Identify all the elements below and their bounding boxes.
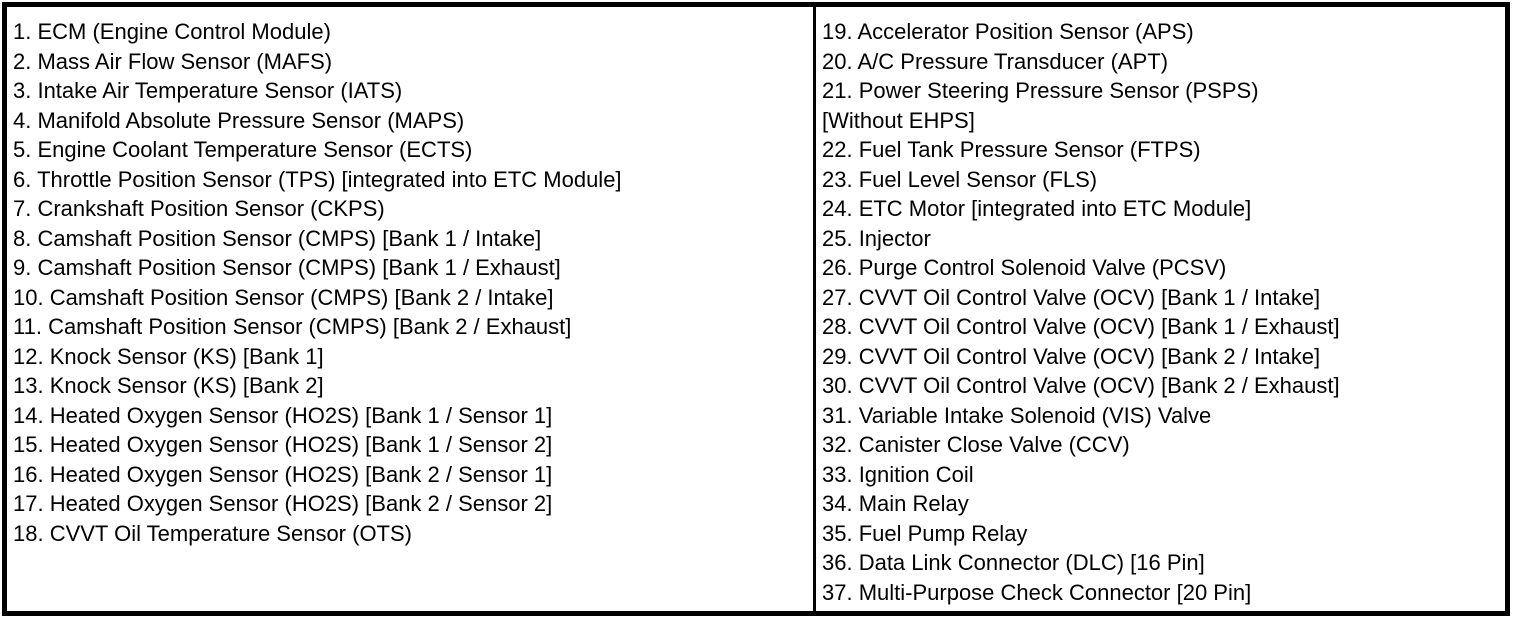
legend-item: 23. Fuel Level Sensor (FLS) <box>822 166 1098 192</box>
legend-item: 1. ECM (Engine Control Module) <box>13 19 331 44</box>
legend-item: 4. Manifold Absolute Pressure Sensor (MA… <box>13 107 465 133</box>
legend-item: 17. Heated Oxygen Sensor (HO2S) [Bank 2 … <box>13 491 553 516</box>
component-legend-table: 1. ECM (Engine Control Module) 2. Mass Ai… <box>2 2 1510 616</box>
legend-item: 28. CVVT Oil Control Valve (OCV) [Bank 1… <box>822 314 1340 339</box>
legend-item: 12. Knock Sensor (KS) [Bank 1] <box>13 343 324 369</box>
legend-item: 30. CVVT Oil Control Valve (OCV) [Bank 2… <box>822 373 1340 398</box>
legend-item: 9. Camshaft Position Sensor (CMPS) [Bank… <box>13 255 561 280</box>
legend-item: 16. Heated Oxygen Sensor (HO2S) [Bank 2 … <box>13 461 553 487</box>
legend-column-right: 19. Accelerator Position Sensor (APS) 20.… <box>816 7 1505 611</box>
legend-item: 18. CVVT Oil Temperature Sensor (OTS) <box>13 520 412 546</box>
legend-column-left: 1. ECM (Engine Control Module) 2. Mass Ai… <box>7 7 813 611</box>
legend-item: 26. Purge Control Solenoid Valve (PCSV) <box>822 255 1227 280</box>
legend-item: 7. Crankshaft Position Sensor (CKPS) <box>13 196 385 221</box>
column-divider <box>813 7 816 611</box>
legend-item: 6. Throttle Position Sensor (TPS) [integ… <box>13 166 622 192</box>
legend-item: 13. Knock Sensor (KS) [Bank 2] <box>13 373 324 398</box>
legend-item: 19. Accelerator Position Sensor (APS) <box>822 19 1194 44</box>
legend-item: 37. Multi-Purpose Check Connector [20 Pi… <box>822 579 1252 605</box>
legend-item: 31. Variable Intake Solenoid (VIS) Valve <box>822 402 1212 428</box>
legend-item: 32. Canister Close Valve (CCV) <box>822 432 1130 457</box>
legend-item: 33. Ignition Coil <box>822 461 974 487</box>
legend-item: 2. Mass Air Flow Sensor (MAFS) <box>13 48 333 74</box>
legend-item: 34. Main Relay <box>822 491 969 516</box>
legend-item: 14. Heated Oxygen Sensor (HO2S) [Bank 1 … <box>13 402 553 428</box>
legend-item: 29. CVVT Oil Control Valve (OCV) [Bank 2… <box>822 343 1321 369</box>
legend-item: 8. Camshaft Position Sensor (CMPS) [Bank… <box>13 225 542 251</box>
legend-item: 21. Power Steering Pressure Sensor (PSPS… <box>822 78 1259 103</box>
legend-item: 25. Injector <box>822 225 931 251</box>
legend-item: 36. Data Link Connector (DLC) [16 Pin] <box>822 550 1205 575</box>
legend-item: 24. ETC Motor [integrated into ETC Modul… <box>822 196 1252 221</box>
legend-item: 20. A/C Pressure Transducer (APT) <box>822 48 1169 74</box>
legend-item: 5. Engine Coolant Temperature Sensor (EC… <box>13 137 473 162</box>
legend-item: 15. Heated Oxygen Sensor (HO2S) [Bank 1 … <box>13 432 553 457</box>
legend-item: 35. Fuel Pump Relay <box>822 520 1028 546</box>
legend-item: 27. CVVT Oil Control Valve (OCV) [Bank 1… <box>822 284 1321 310</box>
legend-item: 10. Camshaft Position Sensor (CMPS) [Ban… <box>13 284 554 310</box>
legend-item: 22. Fuel Tank Pressure Sensor (FTPS) <box>822 137 1201 162</box>
legend-item: [Without EHPS] <box>822 107 975 133</box>
legend-item: 3. Intake Air Temperature Sensor (IATS) <box>13 78 403 103</box>
legend-item: 11. Camshaft Position Sensor (CMPS) [Ban… <box>13 314 572 339</box>
